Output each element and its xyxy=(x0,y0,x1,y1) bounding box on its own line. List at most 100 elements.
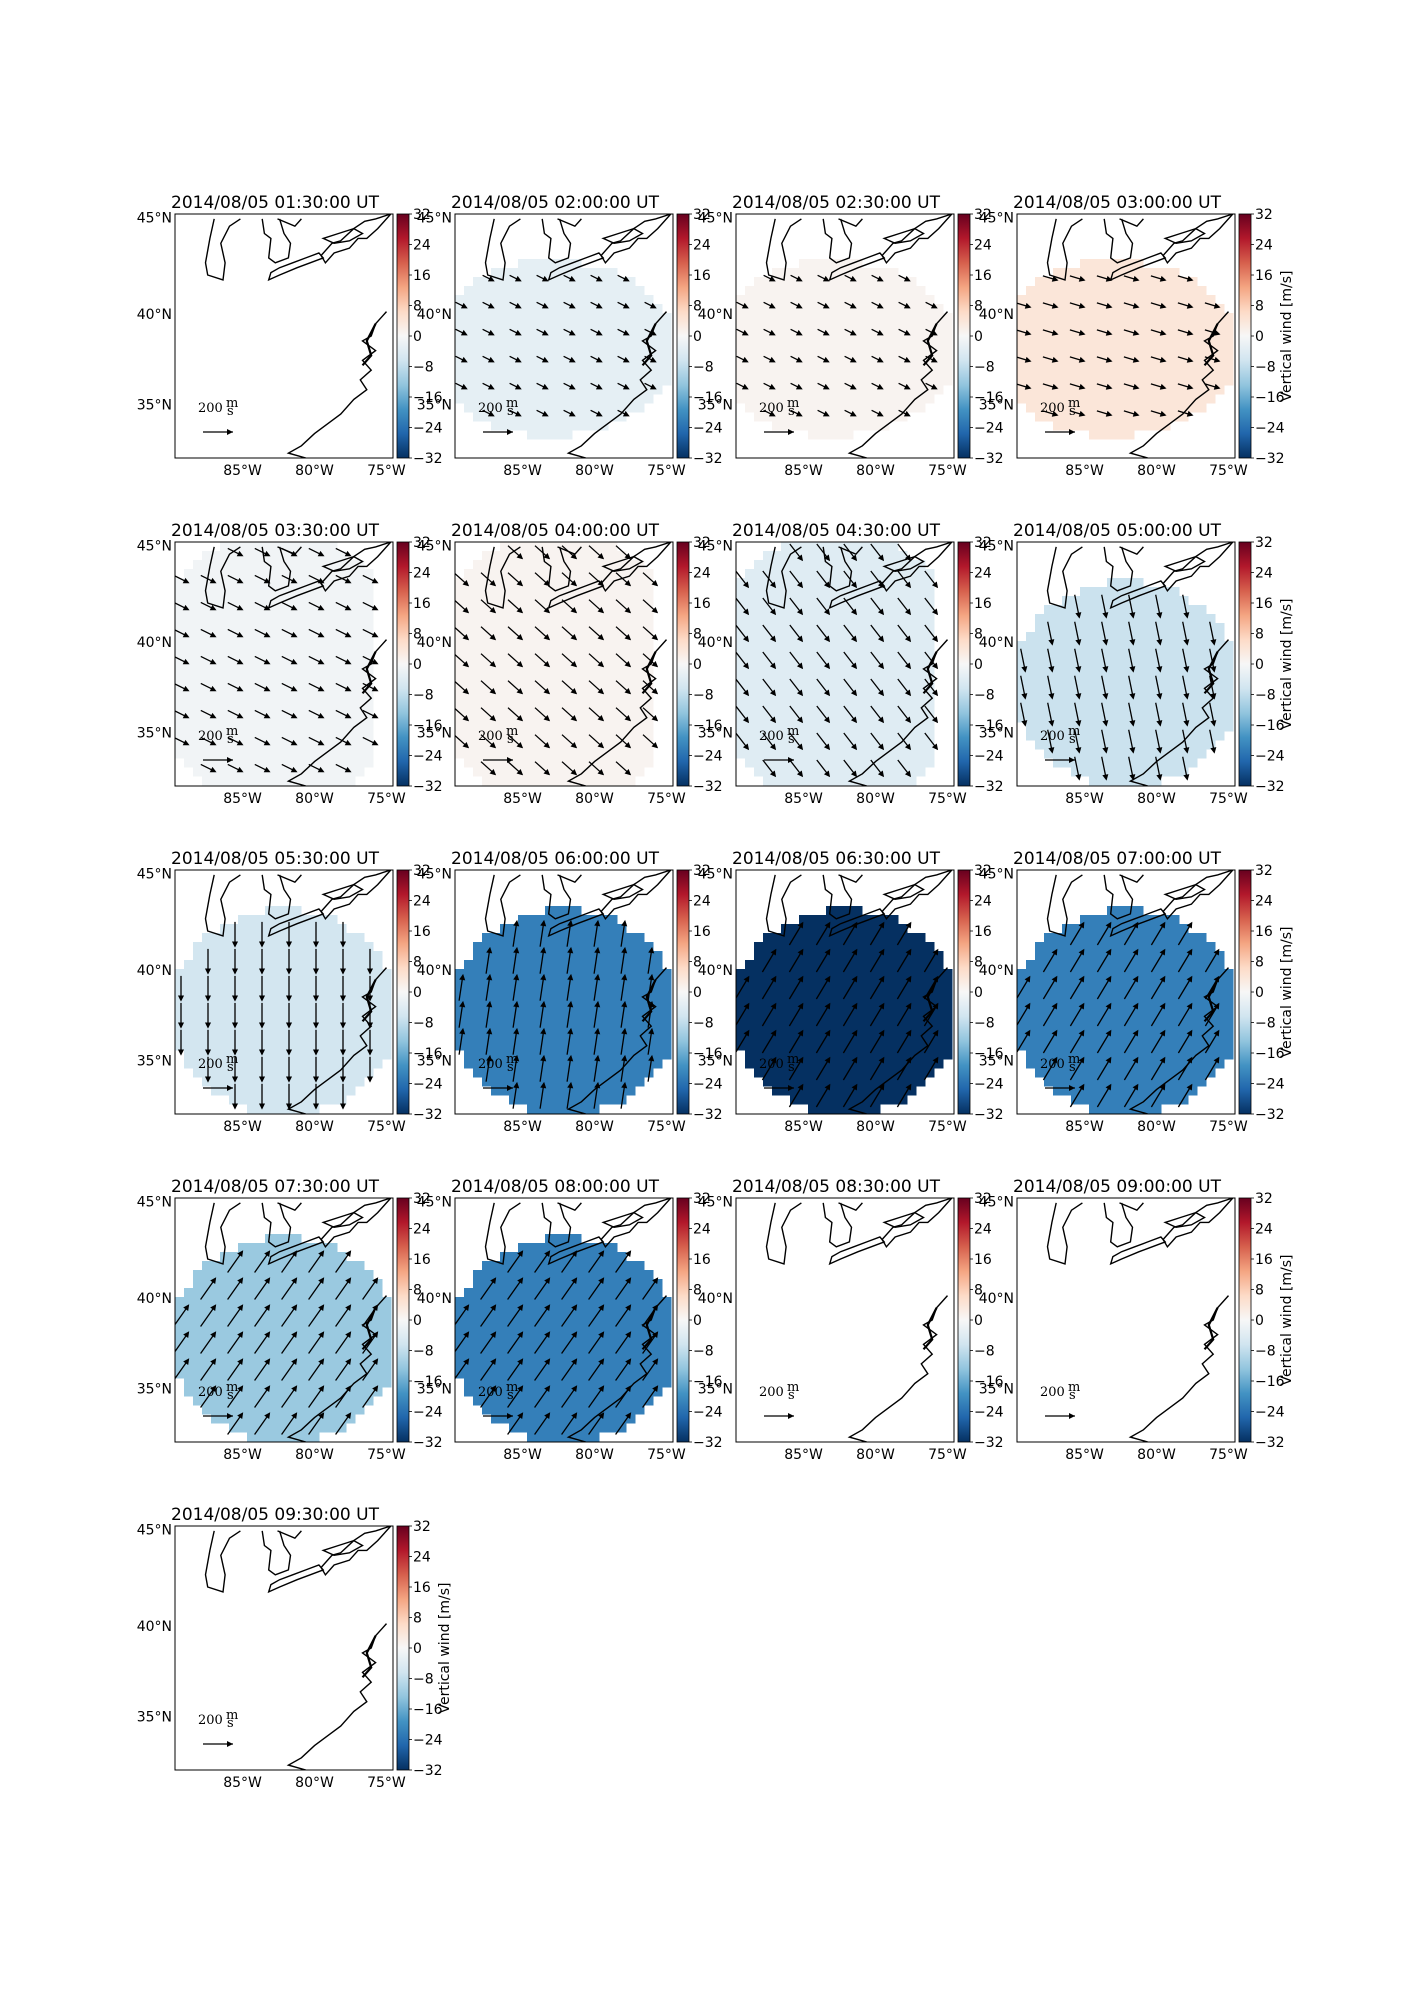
wind-arrow-head xyxy=(236,766,244,773)
wind-arrow-head xyxy=(622,302,630,309)
lat-tick-label: 40°N xyxy=(137,1619,172,1635)
wind-arrow-head xyxy=(209,685,217,692)
chesapeake-bay-outline xyxy=(1203,651,1219,695)
panel-title: 2014/08/05 04:30:00 UT xyxy=(732,521,941,541)
panel-plot-area xyxy=(455,542,672,786)
scale-arrow-units-denominator: s xyxy=(507,1388,514,1403)
colorbar-tick-label: 16 xyxy=(1255,1252,1273,1268)
colorbar-tick-label: 8 xyxy=(413,627,422,643)
wind-arrow-head xyxy=(595,302,603,309)
scale-arrow-label: 200 xyxy=(1040,729,1065,744)
wind-arrow-head xyxy=(1210,639,1217,646)
wind-arrow-head xyxy=(209,739,217,746)
colorbar-tick-label: 0 xyxy=(1255,985,1264,1001)
wind-arrow-head xyxy=(597,768,605,776)
colorbar: 32 24 16 8 0 −8 −16 −24 −32 xyxy=(396,207,443,467)
scale-arrow-label: 200 xyxy=(198,1385,223,1400)
wind-arrow-head xyxy=(540,973,547,981)
st-lawrence-outline xyxy=(1162,542,1234,592)
wind-arrow-head xyxy=(796,635,804,643)
wind-arrow-head xyxy=(264,1331,271,1339)
wind-arrow-head xyxy=(597,687,605,695)
scale-arrow-label: 200 xyxy=(198,729,223,744)
wind-arrow-head xyxy=(489,579,497,587)
wind-arrow-head xyxy=(769,743,777,751)
colorbar-tick-label: 8 xyxy=(693,1283,702,1299)
lake-huron-outline xyxy=(822,546,853,592)
wind-arrow-head xyxy=(648,946,655,954)
colorbar: 32 24 16 8 0 −8 −16 −24 −32 Vertical wind [m/s] xyxy=(396,1519,453,1779)
wind-arrow-head xyxy=(236,712,244,719)
colorbar-tick-label: 32 xyxy=(1255,1191,1273,1207)
lake-michigan-outline xyxy=(484,1202,521,1265)
wind-arrow-head xyxy=(209,577,217,584)
colorbar-gradient xyxy=(1238,1197,1252,1443)
colorbar-tick-label: 0 xyxy=(1255,329,1264,345)
wind-arrow-head xyxy=(318,1331,325,1339)
lat-tick-label: 45°N xyxy=(698,867,733,883)
wind-arrow-head xyxy=(931,689,939,697)
colorbar-tick-label: −16 xyxy=(413,1374,443,1390)
wind-arrow-head xyxy=(490,1358,497,1366)
lat-tick-label: 35°N xyxy=(137,1053,172,1069)
wind-arrow-head xyxy=(622,410,630,417)
lon-tick-label: 80°W xyxy=(1137,1447,1176,1463)
wind-arrow-head xyxy=(823,716,831,724)
wind-arrow-head xyxy=(1156,720,1163,727)
wind-arrow-head xyxy=(1105,921,1112,929)
wind-arrow-head xyxy=(459,1000,466,1008)
colorbar-tick-label: 0 xyxy=(974,1313,983,1329)
lat-tick-label: 40°N xyxy=(137,635,172,651)
chesapeake-bay-outline xyxy=(641,979,657,1023)
lon-tick-label: 85°W xyxy=(223,791,262,807)
wind-arrow-head xyxy=(570,660,578,668)
wind-arrow-head xyxy=(570,579,578,587)
panel-frame xyxy=(454,213,674,459)
vertical-wind-field xyxy=(175,1234,392,1442)
scale-arrow-units-denominator: s xyxy=(227,732,234,747)
wind-arrow-head xyxy=(487,302,495,309)
wind-arrow-head xyxy=(624,606,632,614)
lake-huron-outline xyxy=(822,218,853,264)
wind-arrow-head xyxy=(317,550,325,557)
wind-arrow-head xyxy=(544,1277,551,1285)
colorbar-tick-label: 32 xyxy=(974,207,992,223)
wind-arrow-head xyxy=(824,948,831,956)
wind-arrow-head xyxy=(1132,329,1140,336)
wind-arrow-head xyxy=(1102,666,1109,673)
wind-arrow-head xyxy=(570,768,578,776)
wind-arrow-head xyxy=(568,356,576,363)
lat-tick-label: 35°N xyxy=(137,1709,172,1725)
scale-arrow-units-numerator: m xyxy=(506,1052,518,1067)
horizontal-wind-arrows xyxy=(1017,275,1221,417)
wind-arrow-head xyxy=(568,302,576,309)
wind-arrow-head xyxy=(823,689,831,697)
wind-arrow-head xyxy=(1159,948,1166,956)
scale-arrow-units-numerator: m xyxy=(506,396,518,411)
wind-arrow-head xyxy=(264,1250,271,1258)
colorbar-tick-label: −8 xyxy=(413,1672,434,1688)
colorbar-tick-label: 16 xyxy=(413,1580,431,1596)
wind-arrow-head xyxy=(486,946,493,954)
lake-superior-outline xyxy=(838,874,863,884)
wind-arrow-head xyxy=(182,685,190,692)
panel-title: 2014/08/05 02:30:00 UT xyxy=(732,193,941,213)
colorbar-tick-label: 32 xyxy=(413,535,431,551)
wind-arrow-head xyxy=(1129,612,1136,619)
panel-frame xyxy=(174,1525,394,1771)
lake-superior-outline xyxy=(277,218,302,228)
lake-huron-outline xyxy=(1103,1202,1134,1248)
wind-arrow-head xyxy=(795,275,803,282)
coastlines xyxy=(484,1198,672,1442)
wind-arrow-head xyxy=(1129,639,1136,646)
wind-arrow-head xyxy=(516,660,524,668)
wind-arrow-head xyxy=(878,975,885,983)
wind-arrow-head xyxy=(1078,1029,1085,1037)
wind-arrow-head xyxy=(648,973,655,981)
lon-tick-label: 80°W xyxy=(575,791,614,807)
wind-arrow-head xyxy=(797,1002,804,1010)
